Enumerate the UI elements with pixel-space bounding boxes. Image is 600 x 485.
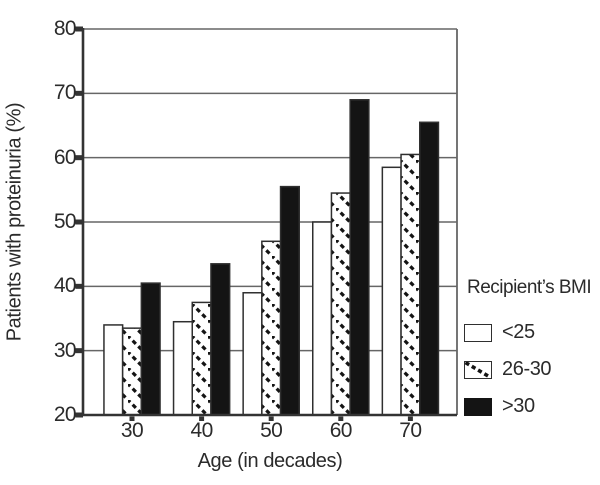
y-tick xyxy=(75,90,83,96)
x-axis-title: Age (in decades) xyxy=(197,450,343,472)
y-tick-label: 20 xyxy=(53,403,77,426)
bar-age-40-bmi-26-30 xyxy=(191,301,212,416)
legend-title: Recipient’s BMI xyxy=(467,277,592,298)
y-tick-label: 70 xyxy=(53,81,77,105)
y-tick-label: 40 xyxy=(53,274,77,298)
legend-label: 26-30 xyxy=(502,358,552,380)
x-tick xyxy=(338,416,344,421)
legend-label: >30 xyxy=(502,395,535,417)
y-tick-label: 30 xyxy=(53,338,77,362)
x-tick xyxy=(268,416,274,421)
axes-layer xyxy=(75,26,457,421)
bar-age-60-bmi->30 xyxy=(349,99,370,416)
bars-layer xyxy=(103,99,440,416)
bar-age-50-bmi-<25 xyxy=(242,292,263,416)
y-tick xyxy=(75,219,83,225)
y-tick xyxy=(75,348,83,354)
y-tick xyxy=(75,26,83,32)
x-tick-label: 30 xyxy=(120,419,144,442)
legend-swatch-black xyxy=(464,397,492,416)
bar-age-50-bmi->30 xyxy=(279,185,300,416)
bar-age-30-bmi->30 xyxy=(140,282,161,416)
legend: Recipient’s BMI <25 26-30 >30 xyxy=(464,277,592,417)
x-tick xyxy=(199,416,205,421)
y-tick-label: 50 xyxy=(53,210,77,233)
y-tick xyxy=(75,283,83,289)
x-tick xyxy=(129,416,135,421)
bar-age-30-bmi-<25 xyxy=(103,324,124,416)
bar-age-60-bmi-26-30 xyxy=(330,192,351,416)
hatch-line-icon xyxy=(465,361,491,378)
bar-age-50-bmi-26-30 xyxy=(261,240,282,416)
bar-age-70-bmi->30 xyxy=(419,121,440,416)
y-tick-label: 80 xyxy=(53,17,77,40)
bar-age-30-bmi-26-30 xyxy=(121,327,143,416)
y-tick xyxy=(75,412,83,418)
legend-item-bmi-26-30: 26-30 xyxy=(464,358,591,380)
x-tick-label: 50 xyxy=(260,419,283,442)
y-axis-title: Patients with proteinuria (%) xyxy=(3,102,26,342)
legend-swatch-hatched xyxy=(464,360,492,379)
y-tick xyxy=(75,155,83,161)
legend-label: <25 xyxy=(502,321,535,343)
bar-age-40-bmi-<25 xyxy=(172,320,194,416)
bar-age-70-bmi-<25 xyxy=(381,166,402,416)
legend-item-bmi-lt25: <25 xyxy=(464,321,591,343)
x-tick-label: 40 xyxy=(190,419,214,442)
bar-age-70-bmi-26-30 xyxy=(400,153,421,416)
bar-age-60-bmi-<25 xyxy=(312,221,333,416)
legend-item-bmi-gt30: >30 xyxy=(464,395,591,417)
x-tick-label: 70 xyxy=(399,419,422,442)
x-tick-label: 60 xyxy=(329,419,353,442)
legend-swatch-white xyxy=(464,323,492,342)
y-tick-label: 60 xyxy=(53,145,77,169)
bar-age-40-bmi->30 xyxy=(210,263,231,416)
x-tick xyxy=(407,416,413,421)
